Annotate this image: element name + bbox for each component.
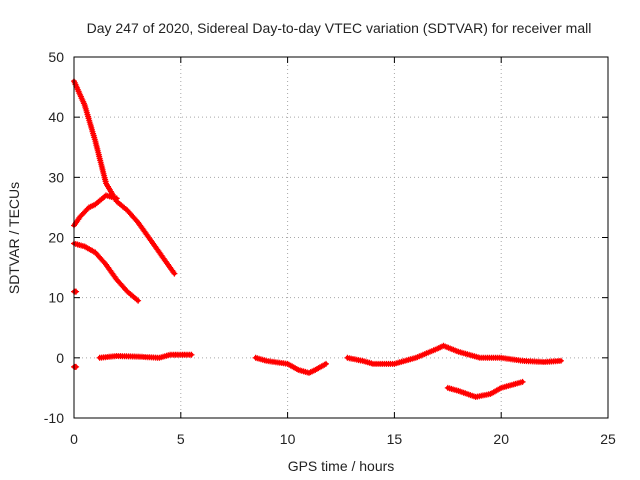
series-markers <box>71 363 80 370</box>
series-line <box>72 79 177 276</box>
data-layer <box>71 78 564 400</box>
x-tick-label: 25 <box>600 431 616 447</box>
series-line <box>72 193 119 228</box>
x-tick-label: 5 <box>177 431 185 447</box>
series-trace-5 <box>252 354 329 376</box>
y-tick-label: 10 <box>48 290 64 306</box>
series-trace-2 <box>71 192 120 229</box>
y-tick-label: 0 <box>56 350 64 366</box>
series-trace-3 <box>71 240 142 304</box>
series-trace-8 <box>71 288 80 295</box>
x-tick-label: 20 <box>493 431 509 447</box>
series-markers <box>344 342 564 367</box>
x-axis-label: GPS time / hours <box>288 458 395 474</box>
series-markers <box>444 378 526 400</box>
x-tick-label: 0 <box>70 431 78 447</box>
chart-title: Day 247 of 2020, Sidereal Day-to-day VTE… <box>87 20 592 36</box>
x-tick-label: 15 <box>387 431 403 447</box>
series-markers <box>71 288 80 295</box>
series-markers <box>71 240 142 304</box>
y-axis-label: SDTVAR / TECUs <box>6 182 22 294</box>
y-tick-label: -10 <box>44 410 64 426</box>
y-tick-label: 50 <box>48 49 64 65</box>
y-tick-label: 20 <box>48 230 64 246</box>
series-trace-7 <box>444 378 526 400</box>
y-tick-label: 40 <box>48 109 64 125</box>
y-tick-label: 30 <box>48 169 64 185</box>
x-tick-label: 10 <box>280 431 296 447</box>
series-trace-6 <box>344 342 564 367</box>
series-markers <box>71 192 120 229</box>
ticks: 0 5 10 15 20 25 -10 0 10 20 30 40 50 <box>44 49 616 447</box>
series-trace-4 <box>96 351 195 361</box>
series-trace-9 <box>71 363 80 370</box>
series-markers <box>96 351 195 361</box>
series-markers <box>252 354 329 376</box>
